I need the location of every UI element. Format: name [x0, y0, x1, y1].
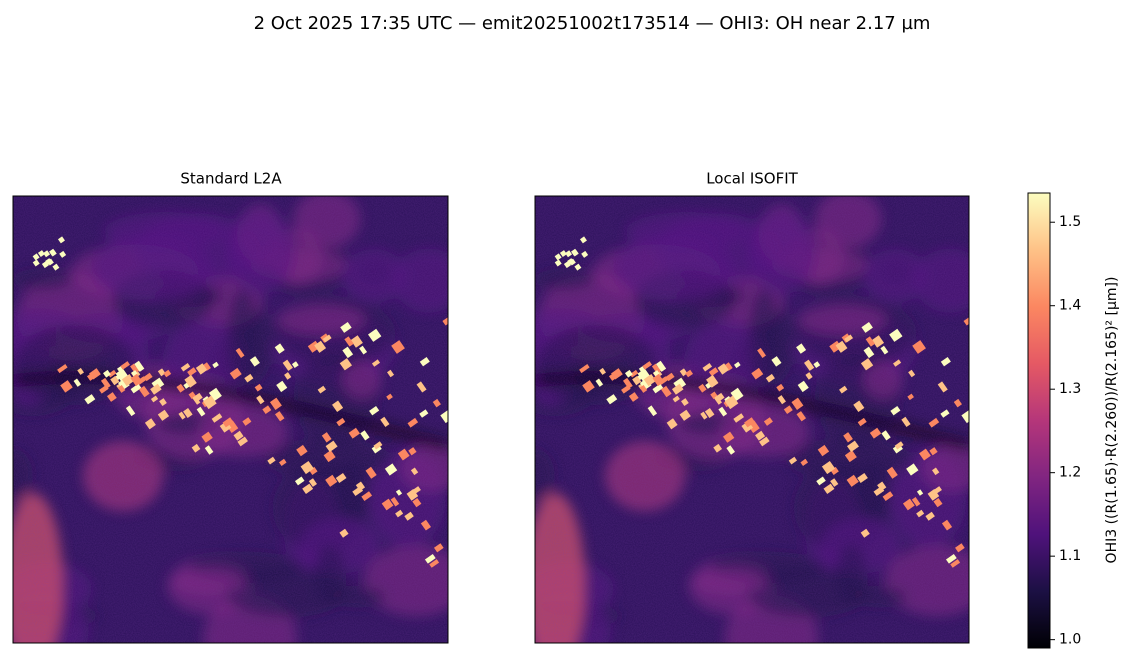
image-panel — [13, 196, 448, 643]
colorbar — [1027, 192, 1051, 649]
tick-label: 1.5 — [1059, 214, 1081, 230]
tick-label: 1.4 — [1059, 298, 1081, 314]
tick-label: 1.2 — [1059, 465, 1081, 481]
panel-title: Standard L2A — [180, 170, 282, 188]
image-panel — [535, 196, 969, 643]
tick-label: 1.3 — [1059, 381, 1081, 397]
axes-frame — [534, 195, 970, 644]
colorbar-label: OHI3 ((R(1.65)·R(2.260))/R(2.165)² [µm]) — [1104, 277, 1120, 564]
panel-title: Local ISOFIT — [706, 170, 798, 188]
tick-label: 1.1 — [1059, 548, 1081, 564]
axes-frame — [12, 195, 449, 644]
tick-label: 1.0 — [1059, 632, 1081, 648]
figure-title: 2 Oct 2025 17:35 UTC — emit20251002t1735… — [254, 13, 931, 34]
